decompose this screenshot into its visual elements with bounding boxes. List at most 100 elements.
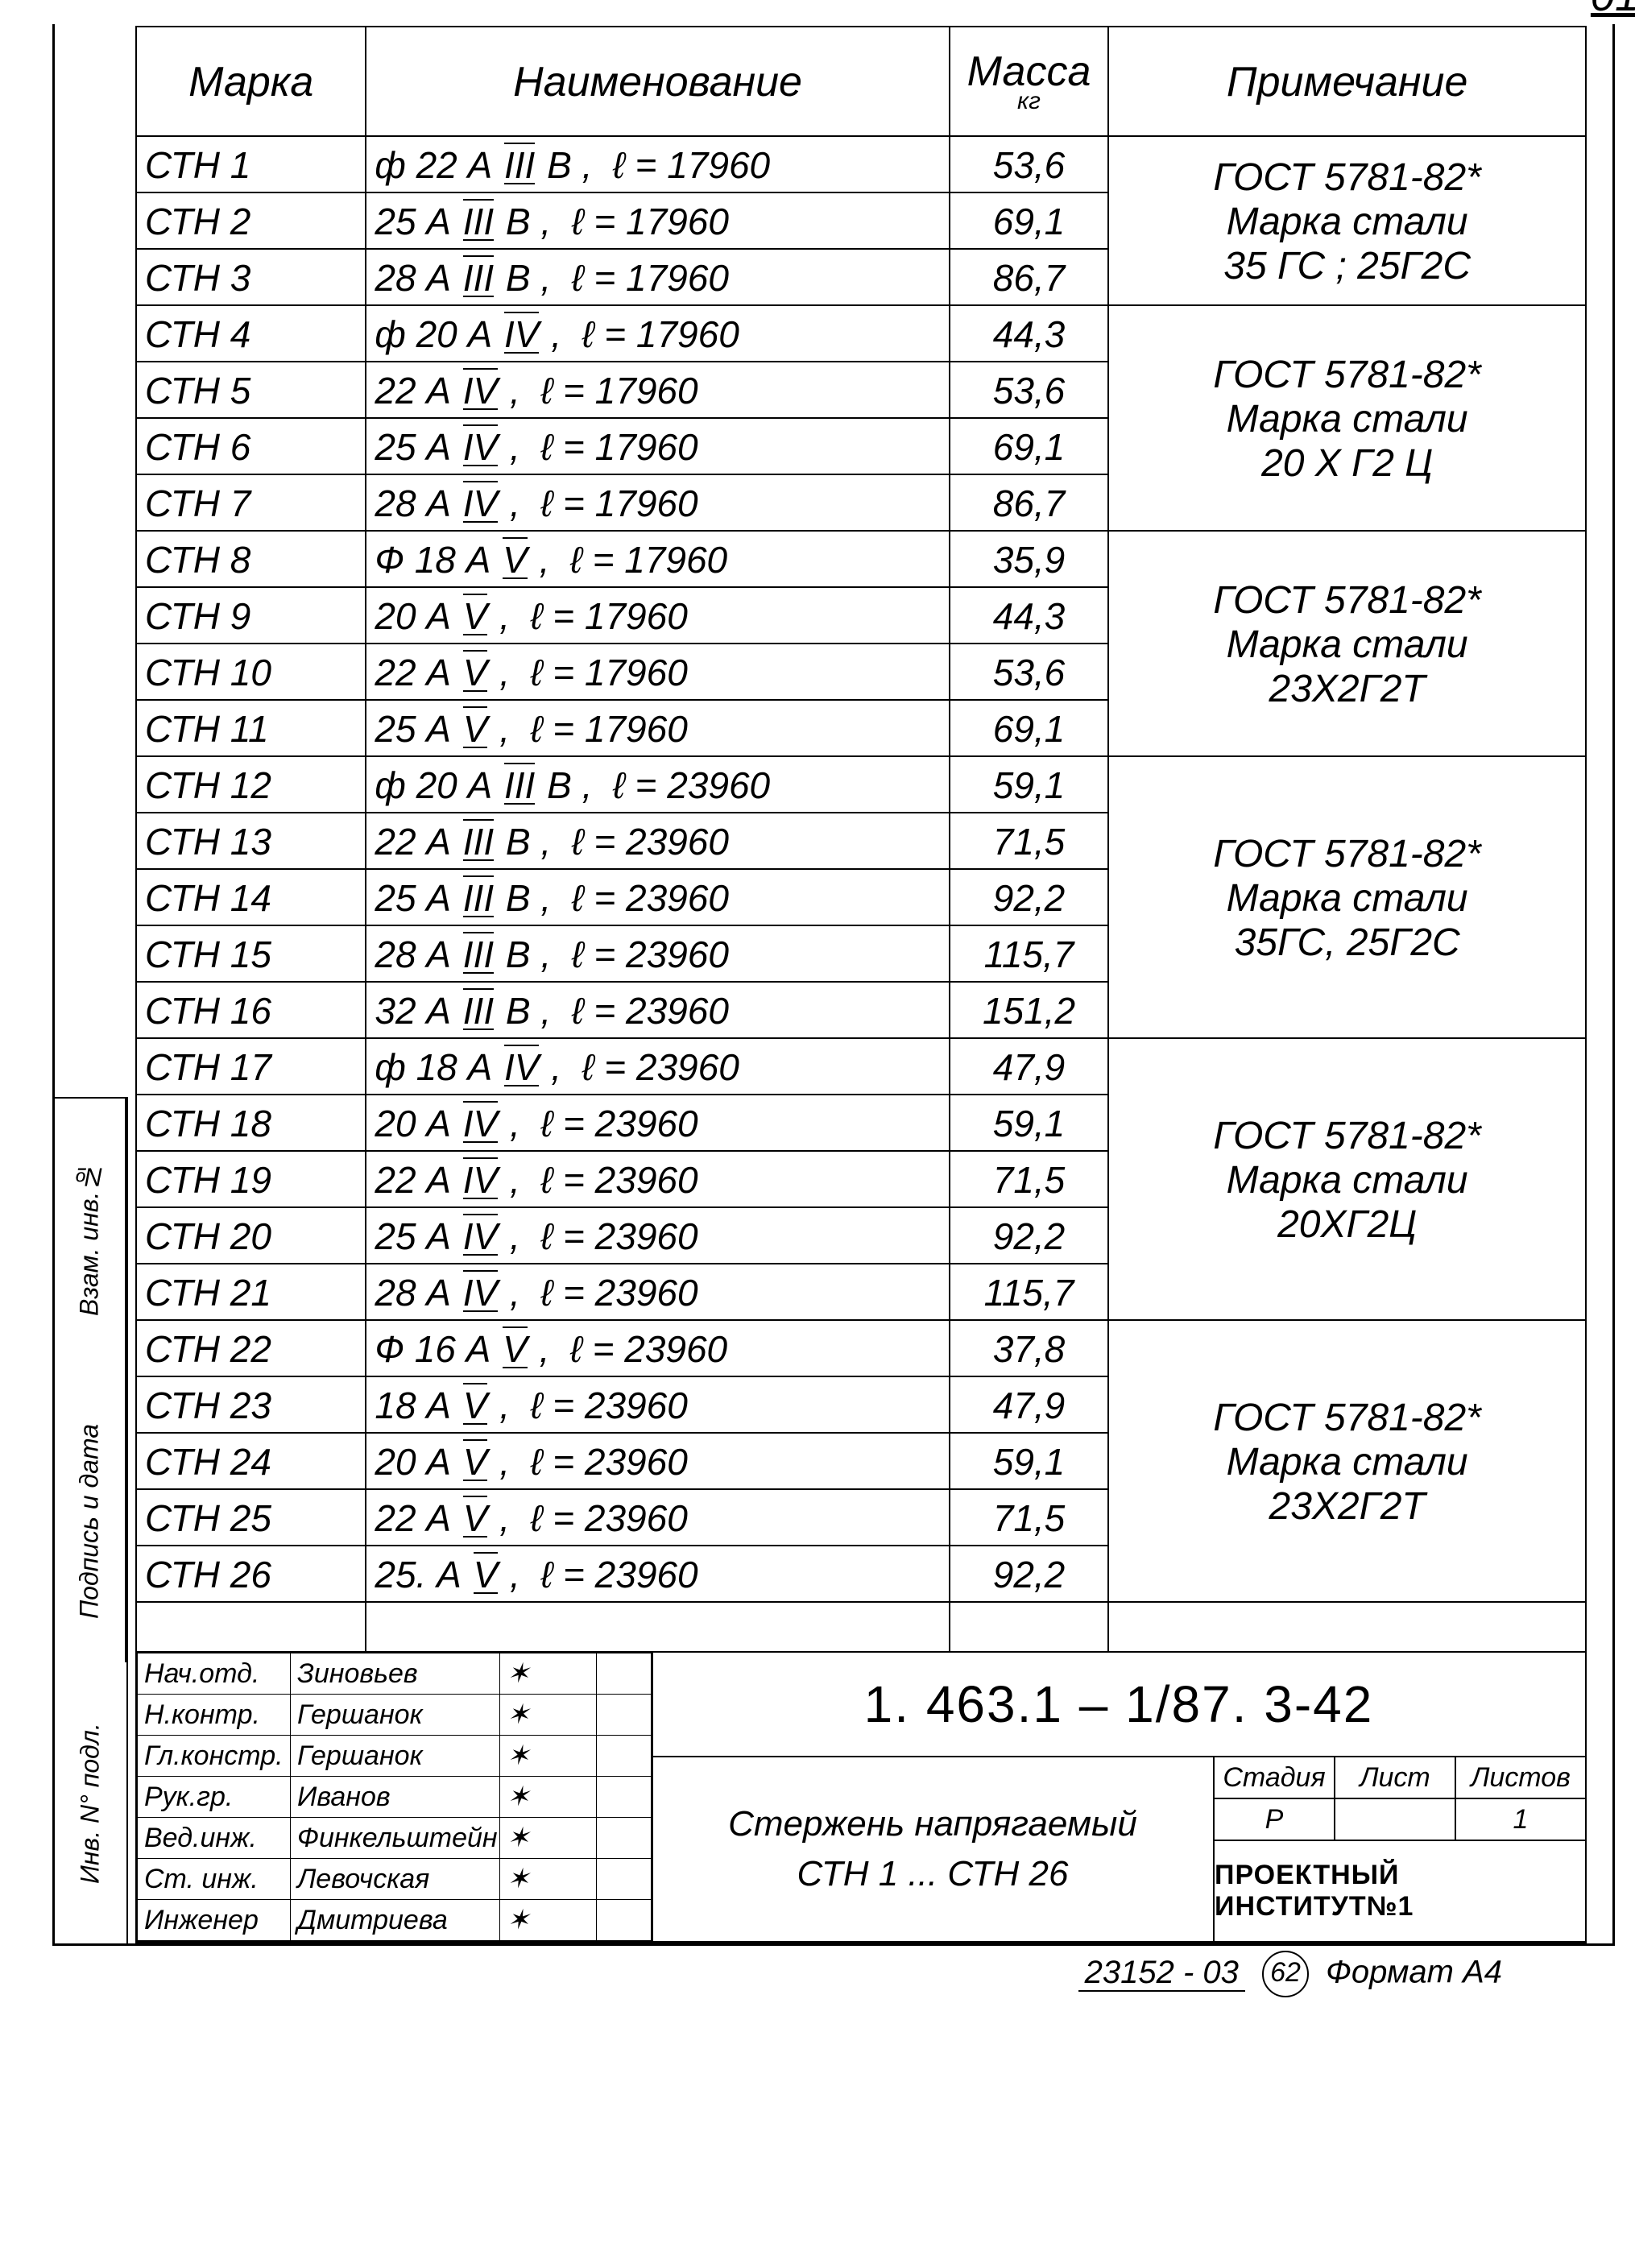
signer-role: Гл.констр.: [138, 1736, 291, 1777]
cell-mass: 47,9: [950, 1376, 1109, 1433]
signer-name: Дмитриева: [291, 1900, 500, 1941]
cell-mark: СТН 6: [136, 418, 366, 474]
cell-name: 25. А V , ℓ = 23960: [366, 1546, 949, 1602]
cell-mark: СТН 1: [136, 136, 366, 192]
cell-name: 25 А IV , ℓ = 23960: [366, 1207, 949, 1264]
cell-name: ф 22 А III В , ℓ = 17960: [366, 136, 949, 192]
cell-mark: СТН 7: [136, 474, 366, 531]
cell-mass: 47,9: [950, 1038, 1109, 1095]
signer-signature: ✶: [500, 1653, 597, 1695]
signer-name: Зиновьев: [291, 1653, 500, 1695]
cell-mass: 71,5: [950, 1151, 1109, 1207]
cell-name: 22 А IV , ℓ = 23960: [366, 1151, 949, 1207]
cell-name: 20 А V , ℓ = 23960: [366, 1433, 949, 1489]
title-block: Нач.отд.Зиновьев✶Н.контр.Гершанок✶Гл.кон…: [135, 1651, 1587, 1943]
cell-mark: СТН 22: [136, 1320, 366, 1376]
signer-name: Левочская: [291, 1859, 500, 1900]
cell-mark: СТН 5: [136, 362, 366, 418]
table-row: СТН 12ф 20 А III В , ℓ = 2396059,1ГОСТ 5…: [136, 756, 1586, 813]
cell-mass: 35,9: [950, 531, 1109, 587]
cell-mark: СТН 11: [136, 700, 366, 756]
col-note: Примечание: [1108, 27, 1586, 136]
signer-row: Ст. инж.Левочская✶: [138, 1859, 653, 1900]
signer-role: Инженер: [138, 1900, 291, 1941]
cell-name: 22 А V , ℓ = 23960: [366, 1489, 949, 1546]
cell-mark: СТН 9: [136, 587, 366, 644]
signer-signature: ✶: [500, 1777, 597, 1818]
cell-name: ф 18 А IV , ℓ = 23960: [366, 1038, 949, 1095]
cell-mark: СТН 21: [136, 1264, 366, 1320]
document-number: 1. 463.1 – 1/87. 3-42: [652, 1653, 1585, 1757]
cell-name: ф 20 А IV , ℓ = 17960: [366, 305, 949, 362]
cell-mass: 71,5: [950, 1489, 1109, 1546]
signer-signature: ✶: [500, 1736, 597, 1777]
cell-name: 18 А V , ℓ = 23960: [366, 1376, 949, 1433]
cell-name: 28 А IV , ℓ = 17960: [366, 474, 949, 531]
cell-mass: 92,2: [950, 869, 1109, 925]
signer-role: Нач.отд.: [138, 1653, 291, 1695]
signer-signature: ✶: [500, 1900, 597, 1941]
stamp-cell: Подпись и дата: [54, 1380, 126, 1662]
col-name: Наименование: [366, 27, 949, 136]
signatures-table: Нач.отд.Зиновьев✶Н.контр.Гершанок✶Гл.кон…: [137, 1653, 653, 1941]
cell-mass: 59,1: [950, 756, 1109, 813]
meta-block: Стадия Лист Листов Р 1 ПРОЕКТНЫЙ ИНСТИТУ…: [1215, 1757, 1585, 1941]
signer-role: Н.контр.: [138, 1695, 291, 1736]
cell-note: ГОСТ 5781-82*Марка стали35 ГС ; 25Г2С: [1108, 136, 1586, 305]
cell-name: 32 А III В , ℓ = 23960: [366, 982, 949, 1038]
signer-role: Ст. инж.: [138, 1859, 291, 1900]
signer-date: [597, 1695, 653, 1736]
cell-mass: 59,1: [950, 1433, 1109, 1489]
cell-mass: 44,3: [950, 587, 1109, 644]
description: Стержень напрягаемый СТН 1 ... СТН 26: [652, 1757, 1215, 1941]
cell-note: ГОСТ 5781-82*Марка стали23Х2Г2Т: [1108, 531, 1586, 756]
spacer-row: [136, 1602, 1586, 1651]
signer-row: Рук.гр.Иванов✶: [138, 1777, 653, 1818]
signer-role: Рук.гр.: [138, 1777, 291, 1818]
cell-mass: 53,6: [950, 136, 1109, 192]
cell-name: Ф 18 А V , ℓ = 17960: [366, 531, 949, 587]
cell-mark: СТН 20: [136, 1207, 366, 1264]
cell-name: 28 А IV , ℓ = 23960: [366, 1264, 949, 1320]
signer-signature: ✶: [500, 1818, 597, 1859]
cell-mark: СТН 15: [136, 925, 366, 982]
cell-name: 25 А III В , ℓ = 23960: [366, 869, 949, 925]
cell-mass: 53,6: [950, 362, 1109, 418]
signer-signature: ✶: [500, 1695, 597, 1736]
cell-mark: СТН 10: [136, 644, 366, 700]
signer-row: Вед.инж.Финкельштейн✶: [138, 1818, 653, 1859]
cell-note: ГОСТ 5781-82*Марка стали20 Х Г2 Ц: [1108, 305, 1586, 531]
signer-date: [597, 1777, 653, 1818]
cell-name: ф 20 А III В , ℓ = 23960: [366, 756, 949, 813]
table-row: СТН 4ф 20 А IV , ℓ = 1796044,3ГОСТ 5781-…: [136, 305, 1586, 362]
cell-note: ГОСТ 5781-82*Марка стали20ХГ2Ц: [1108, 1038, 1586, 1320]
cell-mark: СТН 19: [136, 1151, 366, 1207]
table-row: СТН 22Ф 16 А V , ℓ = 2396037,8ГОСТ 5781-…: [136, 1320, 1586, 1376]
cell-name: 22 А III В , ℓ = 23960: [366, 813, 949, 869]
cell-note: ГОСТ 5781-82*Марка стали35ГС, 25Г2С: [1108, 756, 1586, 1038]
signer-row: Н.контр.Гершанок✶: [138, 1695, 653, 1736]
cell-mark: СТН 25: [136, 1489, 366, 1546]
cell-mark: СТН 26: [136, 1546, 366, 1602]
cell-mass: 86,7: [950, 474, 1109, 531]
cell-mass: 69,1: [950, 700, 1109, 756]
signer-signature: ✶: [500, 1859, 597, 1900]
organization: ПРОЕКТНЫЙ ИНСТИТУТ№1: [1215, 1841, 1585, 1941]
signer-date: [597, 1653, 653, 1695]
cell-mass: 59,1: [950, 1095, 1109, 1151]
stamp-cell: Взам. инв.№: [54, 1099, 126, 1380]
cell-mark: СТН 14: [136, 869, 366, 925]
cell-mark: СТН 18: [136, 1095, 366, 1151]
signer-row: Нач.отд.Зиновьев✶: [138, 1653, 653, 1695]
col-mark: Марка: [136, 27, 366, 136]
cell-mass: 86,7: [950, 249, 1109, 305]
signer-name: Финкельштейн: [291, 1818, 500, 1859]
cell-mass: 69,1: [950, 192, 1109, 249]
signer-date: [597, 1900, 653, 1941]
cell-mark: СТН 16: [136, 982, 366, 1038]
drawing-frame: Инв. N° подл. Подпись и дата Взам. инв.№…: [52, 24, 1615, 1946]
cell-mark: СТН 17: [136, 1038, 366, 1095]
cell-name: 28 А III В , ℓ = 23960: [366, 925, 949, 982]
cell-mass: 69,1: [950, 418, 1109, 474]
cell-mass: 115,7: [950, 925, 1109, 982]
